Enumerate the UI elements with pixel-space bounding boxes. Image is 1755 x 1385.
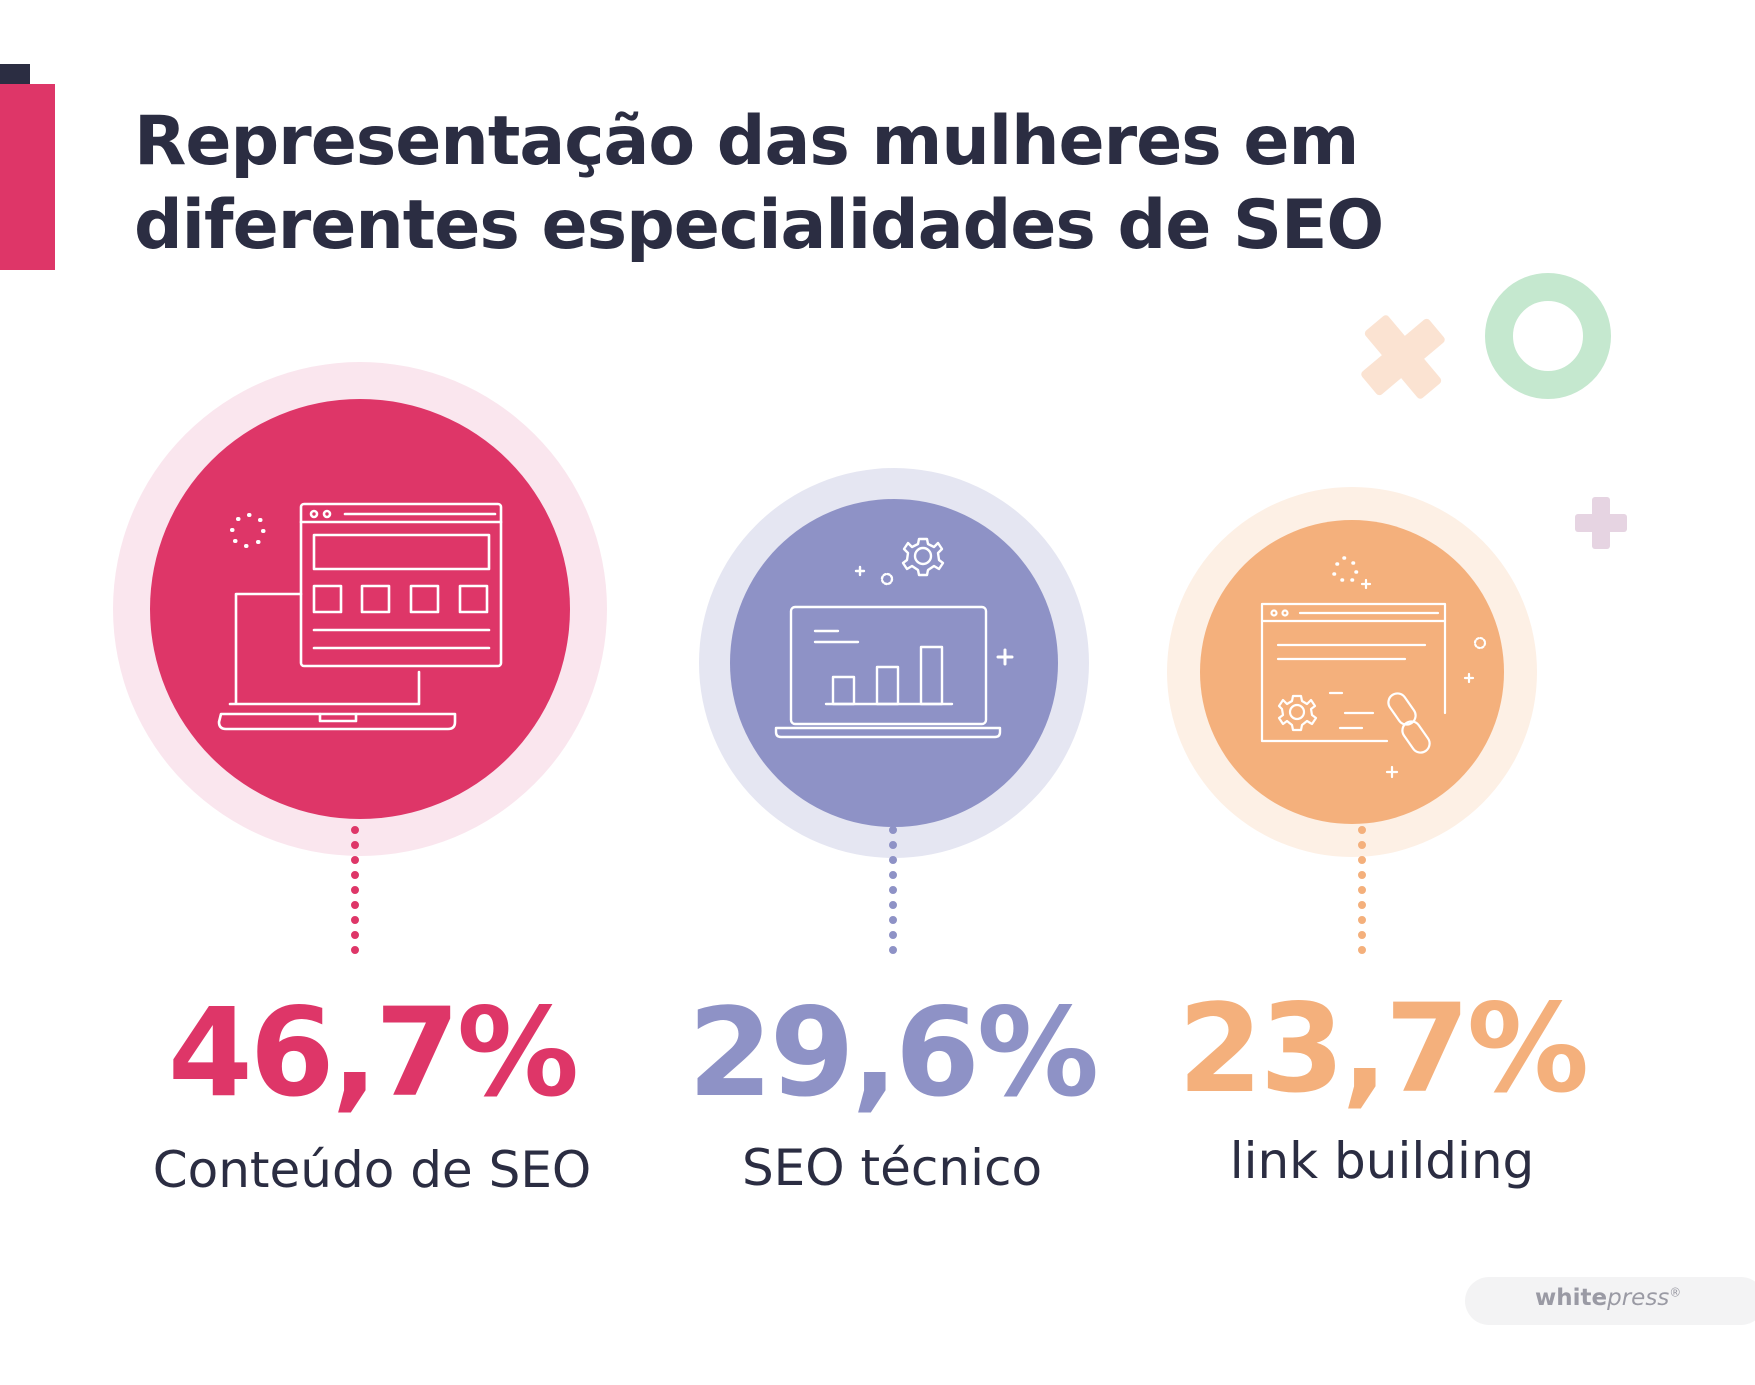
value-label-technical-seo: 29,6% xyxy=(687,982,1099,1124)
bubble-technical-seo xyxy=(699,468,1089,858)
accent-bar-dark xyxy=(0,64,30,86)
cross-icon-peach xyxy=(1361,315,1445,399)
ring-icon-green xyxy=(1485,273,1611,399)
value-label-content-seo: 46,7% xyxy=(167,982,579,1124)
plus-icon-lilac xyxy=(1575,497,1627,549)
web-content-layout-icon xyxy=(217,502,503,731)
bubble-core xyxy=(1200,520,1504,824)
category-label-technical-seo: SEO técnico xyxy=(741,1139,1043,1197)
brand-mark: ® xyxy=(1669,1285,1682,1300)
title-line-2: diferentes especialidades de SEO xyxy=(134,186,1384,265)
link-building-icon xyxy=(1260,556,1487,779)
brand-name-bold: white xyxy=(1535,1285,1608,1311)
brand-badge: whitepress® xyxy=(1465,1277,1755,1325)
value-label-link-building: 23,7% xyxy=(1177,978,1589,1120)
brand-name-italic: press xyxy=(1607,1285,1670,1311)
bubble-core xyxy=(730,499,1058,827)
category-label-content-seo: Conteúdo de SEO xyxy=(152,1141,592,1199)
chart-title: Representação das mulheres em diferentes… xyxy=(134,100,1434,268)
bubble-link-building xyxy=(1167,487,1537,857)
analytics-laptop-icon xyxy=(774,537,1014,739)
bubble-content-seo xyxy=(113,362,607,856)
category-label-link-building: link building xyxy=(1229,1132,1535,1190)
bubble-core xyxy=(150,399,570,819)
title-line-1: Representação das mulheres em xyxy=(134,102,1359,181)
accent-bar xyxy=(0,84,55,270)
brand-logo: whitepress® xyxy=(1535,1285,1681,1311)
